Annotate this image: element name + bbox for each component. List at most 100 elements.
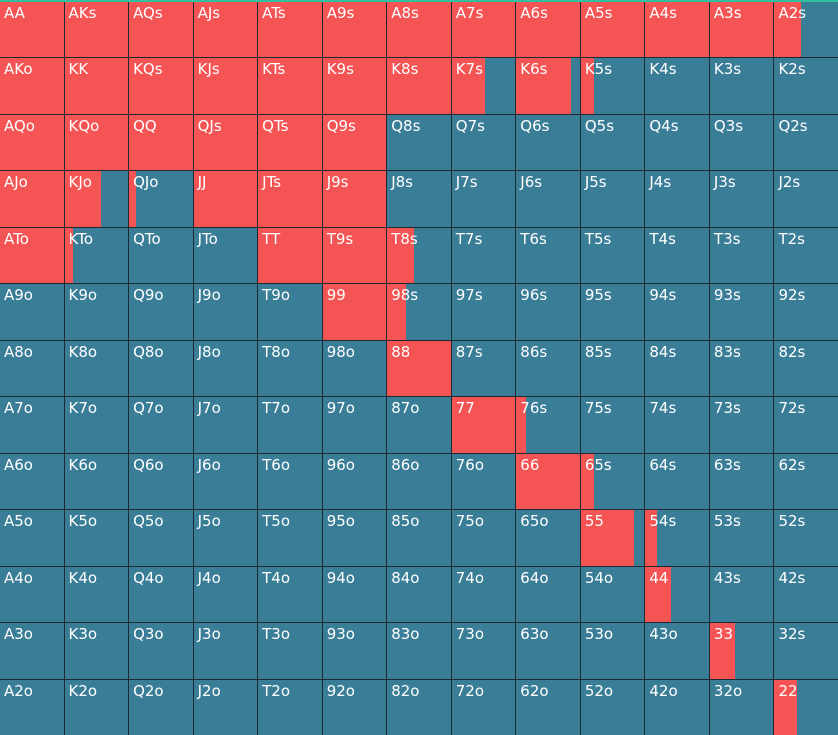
hand-cell-a6o[interactable]: A6o (0, 453, 64, 510)
hand-cell-t2s[interactable]: T2s (774, 227, 838, 284)
hand-cell-q7s[interactable]: Q7s (451, 114, 516, 171)
hand-cell-72o[interactable]: 72o (451, 679, 516, 735)
hand-cell-33[interactable]: 33 (709, 623, 774, 679)
hand-cell-53s[interactable]: 53s (709, 510, 774, 566)
hand-cell-qq[interactable]: QQ (129, 114, 193, 171)
hand-cell-kk[interactable]: KK (64, 58, 129, 114)
hand-cell-75o[interactable]: 75o (451, 510, 516, 566)
hand-cell-43s[interactable]: 43s (709, 566, 774, 623)
hand-cell-q4o[interactable]: Q4o (129, 566, 193, 623)
hand-cell-k2o[interactable]: K2o (64, 679, 129, 735)
hand-cell-95s[interactable]: 95s (580, 284, 645, 340)
hand-cell-j5s[interactable]: J5s (580, 171, 645, 227)
hand-cell-qjo[interactable]: QJo (129, 171, 193, 227)
hand-cell-82s[interactable]: 82s (774, 340, 838, 397)
hand-cell-96o[interactable]: 96o (322, 453, 387, 510)
hand-cell-j4s[interactable]: J4s (645, 171, 709, 227)
hand-cell-a7s[interactable]: A7s (451, 2, 516, 58)
hand-cell-63o[interactable]: 63o (516, 623, 580, 679)
hand-cell-j7s[interactable]: J7s (451, 171, 516, 227)
hand-cell-j2o[interactable]: J2o (193, 679, 258, 735)
hand-cell-kto[interactable]: KTo (64, 227, 129, 284)
hand-cell-64o[interactable]: 64o (516, 566, 580, 623)
hand-cell-42o[interactable]: 42o (645, 679, 709, 735)
hand-cell-k7s[interactable]: K7s (451, 58, 516, 114)
hand-cell-kqo[interactable]: KQo (64, 114, 129, 171)
hand-cell-a4o[interactable]: A4o (0, 566, 64, 623)
hand-cell-98s[interactable]: 98s (387, 284, 451, 340)
hand-cell-q9o[interactable]: Q9o (129, 284, 193, 340)
hand-cell-97s[interactable]: 97s (451, 284, 516, 340)
hand-cell-q4s[interactable]: Q4s (645, 114, 709, 171)
hand-cell-t9s[interactable]: T9s (322, 227, 387, 284)
hand-cell-66[interactable]: 66 (516, 453, 580, 510)
hand-cell-a3o[interactable]: A3o (0, 623, 64, 679)
hand-cell-84s[interactable]: 84s (645, 340, 709, 397)
hand-cell-a5s[interactable]: A5s (580, 2, 645, 58)
hand-cell-63s[interactable]: 63s (709, 453, 774, 510)
hand-cell-44[interactable]: 44 (645, 566, 709, 623)
hand-cell-j3o[interactable]: J3o (193, 623, 258, 679)
hand-cell-t5o[interactable]: T5o (258, 510, 322, 566)
hand-cell-q8o[interactable]: Q8o (129, 340, 193, 397)
hand-cell-96s[interactable]: 96s (516, 284, 580, 340)
hand-cell-a7o[interactable]: A7o (0, 397, 64, 453)
hand-cell-k9s[interactable]: K9s (322, 58, 387, 114)
hand-cell-85s[interactable]: 85s (580, 340, 645, 397)
hand-cell-t3s[interactable]: T3s (709, 227, 774, 284)
hand-cell-62s[interactable]: 62s (774, 453, 838, 510)
hand-cell-86s[interactable]: 86s (516, 340, 580, 397)
hand-cell-93o[interactable]: 93o (322, 623, 387, 679)
hand-cell-kjo[interactable]: KJo (64, 171, 129, 227)
hand-cell-j3s[interactable]: J3s (709, 171, 774, 227)
hand-cell-q3s[interactable]: Q3s (709, 114, 774, 171)
hand-cell-84o[interactable]: 84o (387, 566, 451, 623)
hand-cell-74s[interactable]: 74s (645, 397, 709, 453)
hand-cell-87o[interactable]: 87o (387, 397, 451, 453)
hand-cell-q8s[interactable]: Q8s (387, 114, 451, 171)
hand-cell-j7o[interactable]: J7o (193, 397, 258, 453)
hand-cell-q6s[interactable]: Q6s (516, 114, 580, 171)
hand-cell-88[interactable]: 88 (387, 340, 451, 397)
hand-cell-q9s[interactable]: Q9s (322, 114, 387, 171)
hand-cell-t6s[interactable]: T6s (516, 227, 580, 284)
hand-cell-k4s[interactable]: K4s (645, 58, 709, 114)
hand-cell-76s[interactable]: 76s (516, 397, 580, 453)
hand-cell-77[interactable]: 77 (451, 397, 516, 453)
hand-cell-k9o[interactable]: K9o (64, 284, 129, 340)
hand-cell-t7s[interactable]: T7s (451, 227, 516, 284)
hand-cell-a9o[interactable]: A9o (0, 284, 64, 340)
hand-cell-k2s[interactable]: K2s (774, 58, 838, 114)
hand-cell-t4o[interactable]: T4o (258, 566, 322, 623)
hand-cell-q2s[interactable]: Q2s (774, 114, 838, 171)
hand-cell-64s[interactable]: 64s (645, 453, 709, 510)
hand-cell-aqo[interactable]: AQo (0, 114, 64, 171)
hand-cell-q5s[interactable]: Q5s (580, 114, 645, 171)
hand-cell-74o[interactable]: 74o (451, 566, 516, 623)
hand-cell-92o[interactable]: 92o (322, 679, 387, 735)
hand-cell-j6s[interactable]: J6s (516, 171, 580, 227)
hand-cell-99[interactable]: 99 (322, 284, 387, 340)
hand-cell-86o[interactable]: 86o (387, 453, 451, 510)
hand-cell-32s[interactable]: 32s (774, 623, 838, 679)
hand-cell-jj[interactable]: JJ (193, 171, 258, 227)
hand-cell-22[interactable]: 22 (774, 679, 838, 735)
hand-cell-a2o[interactable]: A2o (0, 679, 64, 735)
hand-cell-87s[interactable]: 87s (451, 340, 516, 397)
hand-cell-k5o[interactable]: K5o (64, 510, 129, 566)
hand-cell-a2s[interactable]: A2s (774, 2, 838, 58)
hand-cell-jto[interactable]: JTo (193, 227, 258, 284)
hand-cell-52s[interactable]: 52s (774, 510, 838, 566)
hand-cell-73o[interactable]: 73o (451, 623, 516, 679)
hand-cell-72s[interactable]: 72s (774, 397, 838, 453)
hand-cell-32o[interactable]: 32o (709, 679, 774, 735)
hand-cell-t3o[interactable]: T3o (258, 623, 322, 679)
hand-cell-j6o[interactable]: J6o (193, 453, 258, 510)
hand-cell-97o[interactable]: 97o (322, 397, 387, 453)
hand-cell-55[interactable]: 55 (580, 510, 645, 566)
hand-cell-kts[interactable]: KTs (258, 58, 322, 114)
hand-cell-t5s[interactable]: T5s (580, 227, 645, 284)
hand-cell-62o[interactable]: 62o (516, 679, 580, 735)
hand-cell-42s[interactable]: 42s (774, 566, 838, 623)
hand-cell-52o[interactable]: 52o (580, 679, 645, 735)
